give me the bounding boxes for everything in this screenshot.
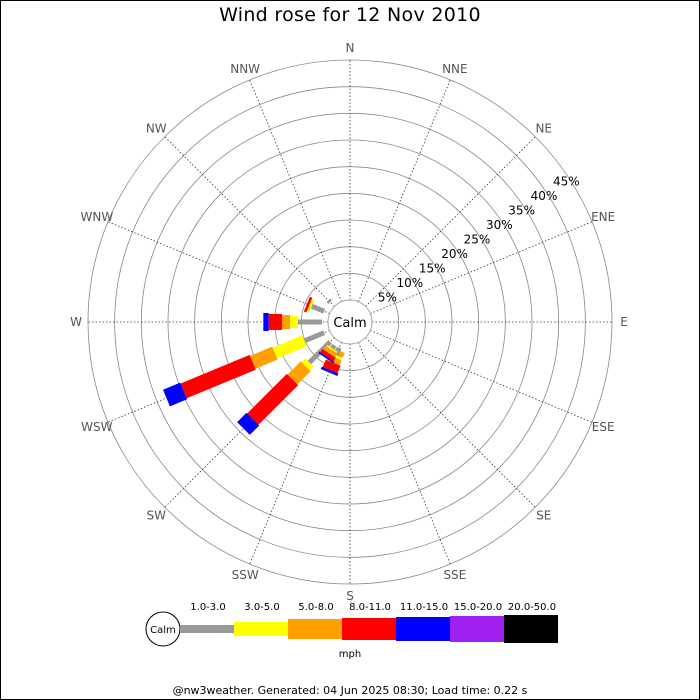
speed-legend: Calm 1.0-3.0 3.0-5.0 5.0-8.0 8.0-11.0 11.0-15… (145, 602, 558, 660)
direction-label-s: S (346, 589, 354, 603)
wind-bars (163, 296, 345, 435)
spoke-ene (370, 221, 593, 314)
grid-ring (114, 86, 586, 558)
direction-label-ene: ENE (591, 210, 615, 224)
percent-label: 20% (441, 247, 468, 261)
percent-label: 10% (396, 276, 423, 290)
legend-swatch-8.0-11.0 (342, 618, 396, 640)
footer-credit: @nw3weather. Generated: 04 Jun 2025 08:3… (172, 684, 528, 697)
direction-label-ese: ESE (592, 420, 615, 434)
legend-swatch-11.0-15.0 (396, 617, 450, 641)
percent-label: 25% (464, 233, 491, 247)
bar-wsw-8.0-11.0 (180, 354, 256, 399)
direction-labels: N NNE NE ENE E ESE SE SSE S SSW SW WSW W WNW NW NNW (70, 41, 628, 603)
grid-ring (167, 139, 533, 505)
bar-extra-1-5.0-8.0 (323, 345, 338, 358)
bar-extra-0-3.0-5.0 (329, 352, 342, 361)
percent-label: 40% (531, 189, 558, 203)
spoke-ese (370, 330, 593, 423)
legend-swatch-3.0-5.0 (234, 622, 288, 636)
direction-label-sse: SSE (443, 568, 466, 582)
chart-title: Wind rose for 12 Nov 2010 (219, 4, 481, 26)
spoke-nnw (249, 79, 342, 302)
direction-label-nw: NW (146, 121, 167, 135)
bar-wnw-3.0-5.0 (307, 299, 315, 312)
percent-label: 15% (419, 262, 446, 276)
legend-label: 11.0-15.0 (400, 602, 448, 613)
percent-labels: 5%10%15%20%25%30%35%40%45% (378, 174, 580, 304)
legend-label: 20.0-50.0 (508, 602, 556, 613)
spoke-nne (358, 79, 451, 302)
legend-label: 15.0-20.0 (454, 602, 502, 613)
legend-label: 5.0-8.0 (298, 602, 333, 613)
percent-label: 30% (486, 218, 513, 232)
bar-sw-3.0-5.0 (301, 358, 314, 371)
bar-extra-0-8.0-11.0 (322, 359, 341, 374)
bar-extra-0-11.0-15.0 (320, 366, 339, 376)
direction-label-ssw: SSW (232, 568, 259, 582)
direction-label-nnw: NNW (230, 62, 260, 76)
legend-swatch-5.0-8.0 (288, 619, 342, 639)
spoke-ssw (249, 342, 342, 565)
calm-circle (327, 299, 373, 345)
spoke-wnw (107, 221, 330, 314)
direction-label-wnw: WNW (80, 210, 113, 224)
legend-unit: mph (339, 649, 361, 660)
direction-label-w: W (70, 315, 82, 329)
calm-label: Calm (333, 316, 366, 331)
bar-extra-1-3.0-5.0 (326, 345, 338, 354)
bar-sw-11.0-15.0 (237, 412, 260, 435)
legend-label: 8.0-11.0 (349, 602, 391, 613)
spoke-ne (365, 136, 536, 307)
calm-center: Calm (327, 299, 373, 345)
bar-extra-1-11.0-15.0 (318, 351, 335, 364)
spoke-nw (164, 136, 335, 307)
legend-swatch-1.0-3.0 (180, 625, 234, 633)
grid-ring (220, 192, 480, 452)
legend-label: 1.0-3.0 (190, 602, 225, 613)
bar-extra-1-8.0-11.0 (320, 348, 336, 362)
bar-sw-1.0-3.0 (307, 340, 332, 365)
bar-sw-8.0-11.0 (247, 373, 299, 425)
spoke-se (365, 337, 536, 508)
legend-calm-label: Calm (150, 625, 176, 636)
bar-wsw-5.0-8.0 (250, 346, 278, 369)
spoke-sse (358, 342, 451, 565)
percent-label: 45% (553, 174, 580, 188)
direction-label-sw: SW (147, 509, 167, 523)
direction-label-se: SE (536, 509, 551, 523)
direction-label-e: E (620, 315, 628, 329)
direction-label-wsw: WSW (81, 420, 112, 434)
percent-label: 35% (508, 204, 535, 218)
grid-ring (87, 59, 613, 585)
bar-extra-1-1.0-3.0 (330, 343, 337, 350)
direction-label-n: N (346, 41, 355, 55)
bar-wsw-1.0-3.0 (303, 330, 326, 344)
bar-nw-1.0-3.0 (326, 298, 332, 304)
bar-wnw-8.0-11.0 (303, 296, 313, 313)
bar-wnw-1.0-3.0 (310, 303, 326, 314)
bar-sw-5.0-8.0 (287, 361, 311, 385)
grid-ring (247, 219, 453, 425)
percent-label: 5% (378, 291, 397, 305)
legend-swatch-20.0-50.0 (504, 615, 558, 643)
direction-label-nne: NNE (442, 62, 468, 76)
bar-wsw-3.0-5.0 (272, 335, 307, 359)
legend-label: 3.0-5.0 (244, 602, 279, 613)
bar-wsw-11.0-15.0 (163, 382, 188, 407)
legend-swatch-15.0-20.0 (450, 616, 504, 642)
direction-label-ne: NE (535, 121, 552, 135)
